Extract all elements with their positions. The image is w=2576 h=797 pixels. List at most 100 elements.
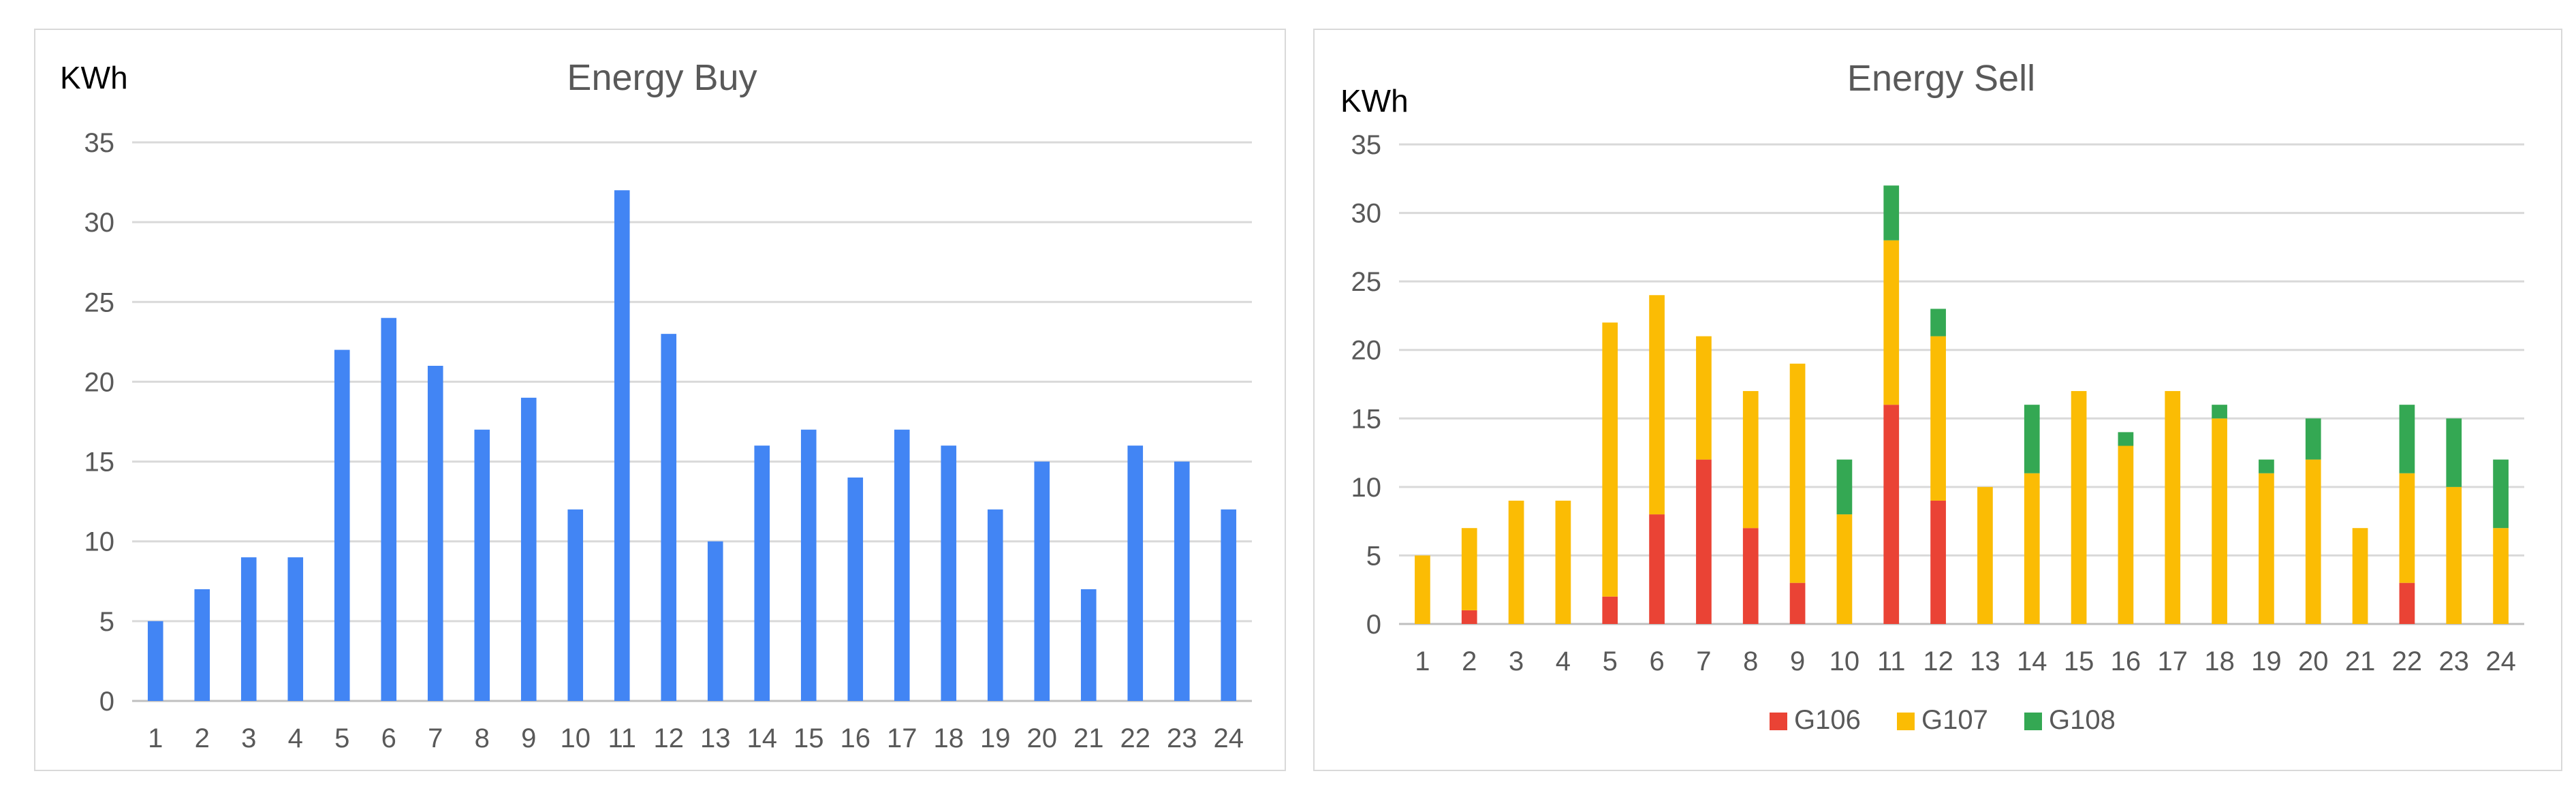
x-tick-label: 2 xyxy=(195,723,210,753)
y-tick-label: 20 xyxy=(84,367,115,397)
bar-segment-g107 xyxy=(2305,459,2321,624)
x-tick-label: 22 xyxy=(2392,646,2423,676)
bar xyxy=(334,349,350,701)
y-axis-unit-label: KWh xyxy=(1340,83,1409,119)
x-tick-label: 5 xyxy=(1603,646,1618,676)
x-tick-label: 8 xyxy=(1743,646,1758,676)
y-tick-label: 30 xyxy=(84,208,115,238)
bar-segment-g107 xyxy=(1883,240,1900,405)
bar-segment-g108 xyxy=(2446,418,2462,487)
x-tick-label: 15 xyxy=(2064,646,2094,676)
legend-label-g106: G106 xyxy=(1794,705,1861,735)
bar xyxy=(1034,461,1050,701)
chart-title: Energy Sell xyxy=(1847,58,2035,99)
y-tick-label: 30 xyxy=(1351,199,1382,229)
x-tick-label: 22 xyxy=(1120,723,1151,753)
y-tick-label: 5 xyxy=(1366,541,1381,571)
y-tick-label: 35 xyxy=(1351,130,1382,160)
bar-segment-g107 xyxy=(1836,514,1853,624)
x-tick-label: 18 xyxy=(934,723,964,753)
bar xyxy=(847,478,864,701)
bar-segment-g108 xyxy=(2212,405,2227,419)
bar-segment-g106 xyxy=(1461,610,1477,624)
x-tick-label: 19 xyxy=(980,723,1011,753)
bar-segment-g106 xyxy=(1742,528,1759,624)
bar-segment-g107 xyxy=(2399,473,2415,583)
bar xyxy=(1080,589,1097,701)
x-tick-label: 20 xyxy=(1027,723,1058,753)
bar-segment-g108 xyxy=(2024,405,2040,473)
x-tick-label: 3 xyxy=(1509,646,1524,676)
x-tick-label: 15 xyxy=(794,723,824,753)
x-tick-label: 10 xyxy=(1829,646,1860,676)
bar-segment-g107 xyxy=(2024,473,2040,624)
bar-segment-g107 xyxy=(1696,336,1712,460)
x-tick-label: 7 xyxy=(428,723,443,753)
bar xyxy=(1221,509,1237,701)
y-tick-label: 10 xyxy=(1351,473,1382,503)
x-tick-label: 6 xyxy=(1649,646,1664,676)
bar-segment-g108 xyxy=(2399,405,2415,473)
bar-segment-g107 xyxy=(2259,473,2274,624)
bar xyxy=(707,541,723,701)
x-tick-label: 18 xyxy=(2204,646,2235,676)
y-tick-label: 35 xyxy=(84,128,115,158)
x-tick-label: 19 xyxy=(2251,646,2282,676)
x-tick-label: 9 xyxy=(1790,646,1805,676)
x-tick-label: 20 xyxy=(2298,646,2329,676)
x-tick-label: 10 xyxy=(561,723,591,753)
x-tick-label: 7 xyxy=(1696,646,1711,676)
x-tick-label: 16 xyxy=(841,723,871,753)
y-tick-label: 15 xyxy=(84,448,115,478)
bar-segment-g107 xyxy=(1649,295,1665,515)
x-tick-label: 16 xyxy=(2111,646,2141,676)
bar-segment-g106 xyxy=(1602,596,1618,624)
x-tick-label: 17 xyxy=(2158,646,2188,676)
x-tick-label: 13 xyxy=(1970,646,2000,676)
bar-segment-g108 xyxy=(1930,309,1946,337)
chart-title: Energy Buy xyxy=(567,57,757,98)
x-tick-label: 11 xyxy=(608,723,636,753)
y-axis-unit-label: KWh xyxy=(60,60,128,95)
bar xyxy=(567,509,584,701)
x-tick-label: 14 xyxy=(2017,646,2047,676)
bar-segment-g106 xyxy=(1649,514,1665,624)
bar-segment-g106 xyxy=(1930,500,1946,624)
y-tick-label: 25 xyxy=(84,287,115,317)
bar-segment-g107 xyxy=(1508,500,1524,624)
y-tick-label: 25 xyxy=(1351,267,1382,297)
bar xyxy=(894,429,910,701)
x-tick-label: 24 xyxy=(1214,723,1244,753)
bar-segment-g107 xyxy=(2118,446,2134,624)
x-tick-label: 21 xyxy=(2345,646,2376,676)
bar-segment-g108 xyxy=(1883,185,1900,240)
bar-segment-g108 xyxy=(2118,432,2134,446)
bar xyxy=(287,557,304,701)
x-tick-label: 1 xyxy=(1415,646,1430,676)
bar-segment-g108 xyxy=(2305,418,2321,460)
bar-segment-g107 xyxy=(1415,555,1430,624)
bar-segment-g107 xyxy=(1461,528,1477,610)
x-tick-label: 11 xyxy=(1877,646,1906,676)
x-tick-label: 14 xyxy=(747,723,778,753)
x-tick-label: 23 xyxy=(2439,646,2470,676)
y-tick-label: 20 xyxy=(1351,336,1382,366)
bar-segment-g107 xyxy=(2352,528,2368,624)
energy-sell-chart-panel: Energy Sell KWh 0 5 10 15 20 25 30 35 1 2 3 4 5 6 7 8 9 10 1… xyxy=(1313,29,2562,771)
y-tick-label: 15 xyxy=(1351,404,1382,434)
x-tick-label: 13 xyxy=(700,723,731,753)
bar-segment-g107 xyxy=(1555,500,1571,624)
bar xyxy=(800,429,817,701)
bar xyxy=(520,397,537,701)
bar-segment-g108 xyxy=(2493,459,2509,529)
bar xyxy=(474,429,490,701)
y-tick-label: 5 xyxy=(99,607,114,637)
bar xyxy=(661,334,677,702)
x-tick-label: 21 xyxy=(1073,723,1104,753)
bar-segment-g107 xyxy=(1742,391,1759,529)
x-tick-label: 9 xyxy=(521,723,536,753)
x-tick-label: 3 xyxy=(241,723,256,753)
x-tick-label: 12 xyxy=(654,723,685,753)
